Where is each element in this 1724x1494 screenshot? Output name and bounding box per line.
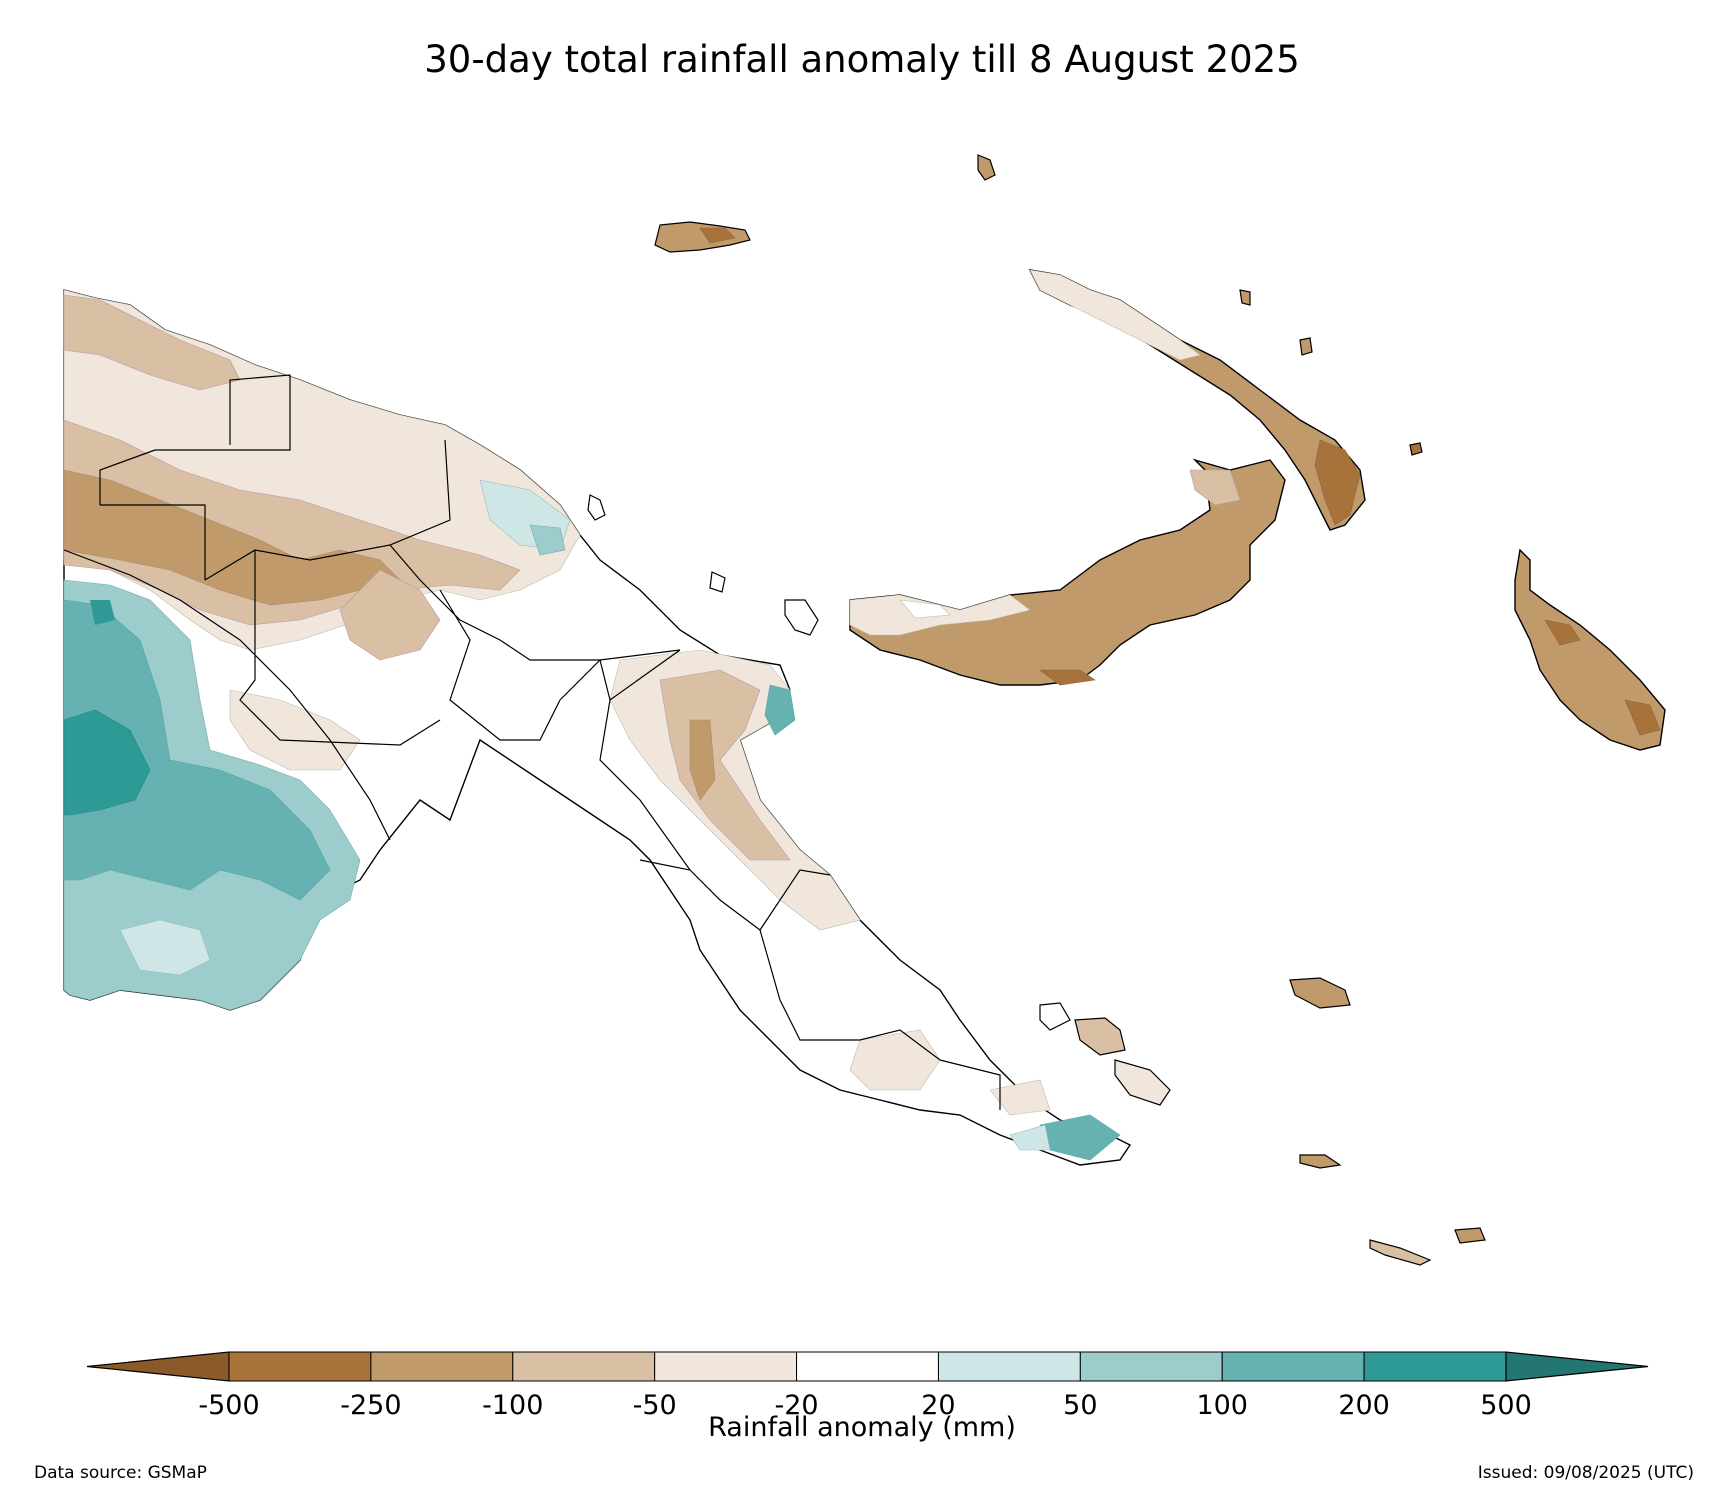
dry-light-tail-2 (989, 1079, 1051, 1116)
colorbar-segment (1221, 1351, 1365, 1382)
new-britain-outline (849, 458, 1286, 686)
colorbar-segment (937, 1351, 1081, 1382)
wet-east-coast (764, 684, 796, 736)
dry-light-highlands (229, 689, 361, 771)
island-north-1 (977, 154, 996, 181)
mainland (63, 289, 1132, 1166)
wet-light-region (119, 919, 211, 976)
new-ireland-light-north (1029, 269, 1201, 361)
island-woodlark (1299, 1154, 1342, 1169)
dry-moderate-east (659, 669, 791, 861)
issued-note: Issued: 09/08/2025 (UTC) (1477, 1463, 1694, 1483)
colorbar-tick-label: 20 (921, 1390, 955, 1421)
colorbar-tick-label: -20 (775, 1390, 819, 1421)
new-ireland (1028, 269, 1366, 531)
colorbar-tick-label: -50 (633, 1390, 677, 1421)
island-karkar (587, 494, 606, 521)
colorbar-segment (654, 1351, 798, 1382)
island-east-1 (1409, 442, 1423, 456)
island-east-2 (1299, 337, 1313, 356)
colorbar-tick-label: 50 (1063, 1390, 1097, 1421)
colorbar-segment (1363, 1351, 1507, 1382)
bougainville-strong-2 (1624, 699, 1661, 736)
data-source-note: Data source: GSMaP (34, 1463, 207, 1483)
province-boundaries (63, 374, 1001, 1110)
island-normanby (1114, 1059, 1171, 1106)
manus-island (654, 221, 751, 253)
colorbar-tick-label: -100 (482, 1390, 543, 1421)
manus-strong (699, 227, 736, 244)
new-ireland-strong-south (1314, 439, 1361, 526)
dry-moderate-ne-coast (63, 294, 241, 391)
colorbar-extend-high (1505, 1351, 1649, 1382)
island-tob (1289, 977, 1351, 1009)
colorbar-extend-low (86, 1351, 230, 1382)
colorbar-segment (370, 1351, 514, 1382)
island-long (784, 599, 819, 636)
wet-moderate-north-coast (529, 524, 566, 556)
island-dentre (1074, 1017, 1126, 1056)
island-rossel (1454, 1227, 1486, 1244)
colorbar-segment (796, 1351, 939, 1382)
new-britain-white-west (899, 599, 951, 619)
colorbar-segment (512, 1351, 656, 1382)
island-ferg (1039, 1002, 1071, 1031)
map-title: 30-day total rainfall anomaly till 8 Aug… (424, 38, 1300, 81)
new-britain-strong-south (1039, 669, 1096, 686)
bougainville-strong (1544, 619, 1581, 646)
bougainville (1514, 548, 1666, 751)
wet-strong-region (63, 599, 331, 901)
island-misima (1369, 1239, 1432, 1266)
colorbar-tick-label: 500 (1480, 1390, 1532, 1421)
colorbar-tick-label: 200 (1338, 1390, 1390, 1421)
colorbar-tick-label: -500 (198, 1390, 259, 1421)
island-lihir (1239, 289, 1251, 306)
wet-light-tail-tip (1009, 1124, 1051, 1151)
bougainville-outline (1514, 548, 1666, 751)
colorbar-segment (1079, 1351, 1223, 1382)
dry-highlands (339, 569, 441, 661)
colorbar-tick-label: 100 (1196, 1390, 1248, 1421)
new-britain (849, 458, 1286, 686)
dry-strong-east (689, 719, 716, 801)
islands (587, 154, 1486, 1266)
new-britain-moderate-east (1189, 469, 1241, 506)
colorbar-tick-label: -250 (340, 1390, 401, 1421)
island-umboi (709, 571, 726, 593)
colorbar-segment (228, 1351, 372, 1382)
dry-light-tail (849, 1029, 941, 1091)
colorbar: -500 -250 -100 -50 -20 20 50 100 200 500 (86, 1351, 1649, 1421)
wet-extreme-region (63, 709, 151, 816)
colorbar-label: Rainfall anomaly (mm) (708, 1412, 1016, 1443)
wet-extreme-spot (90, 600, 115, 625)
